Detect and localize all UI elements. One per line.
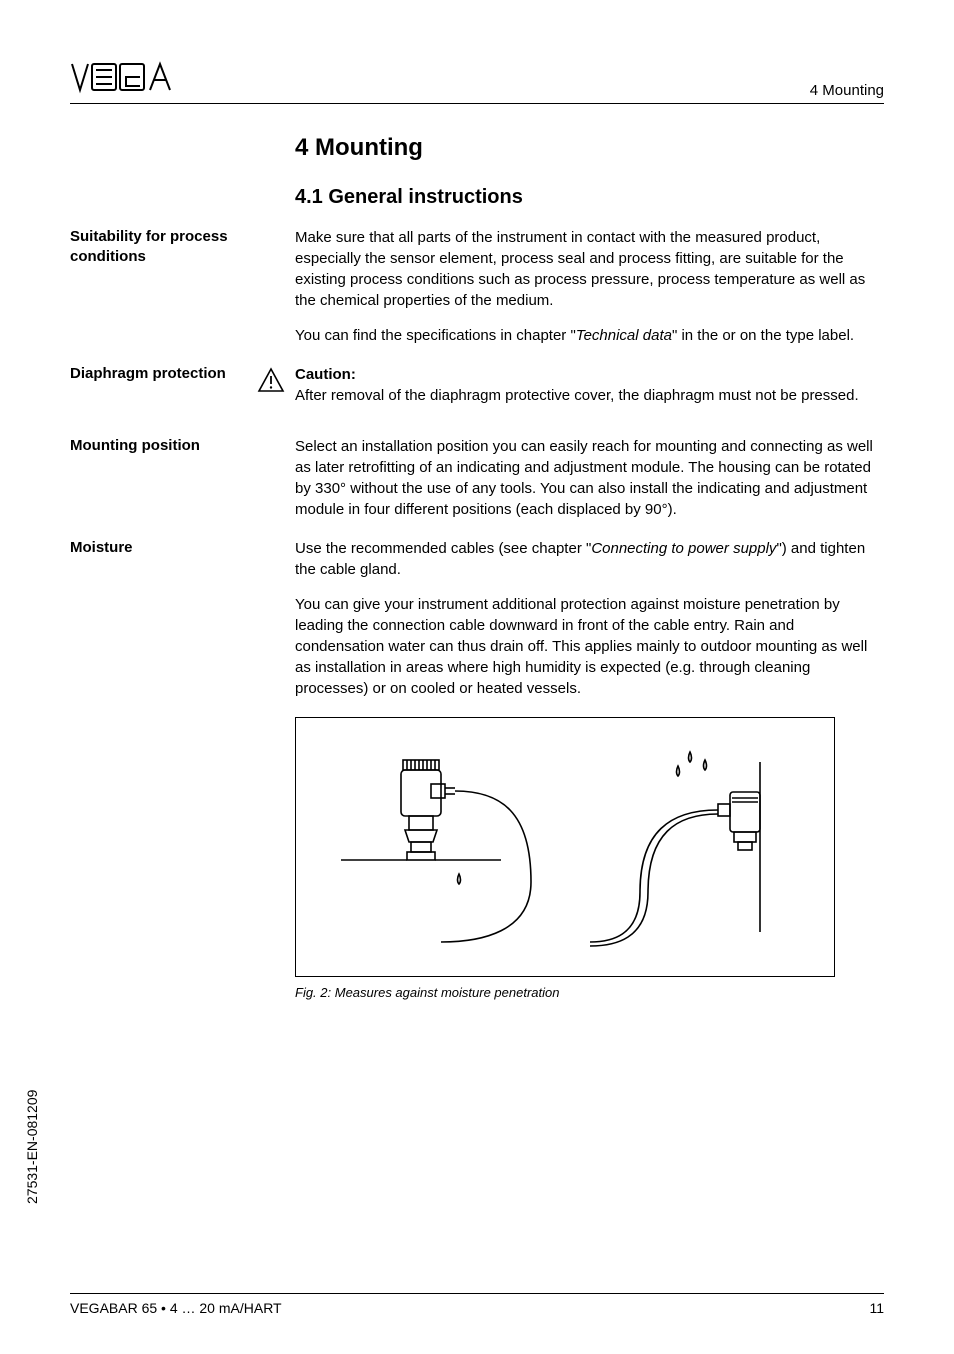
section-suitability: Suitability for process conditions Make … (70, 227, 884, 346)
page-header: 4 Mounting (70, 60, 884, 99)
page-container: 4 Mounting 4 Mounting 4.1 General instru… (0, 0, 954, 1354)
footer-row: VEGABAR 65 • 4 … 20 mA/HART 11 (70, 1300, 884, 1316)
vega-logo (70, 60, 180, 99)
footer-divider (70, 1293, 884, 1294)
caution-triangle-icon (257, 366, 285, 394)
section-label: Suitability for process conditions (70, 227, 295, 346)
paragraph: Select an installation position you can … (295, 436, 884, 520)
figure-2-box (295, 717, 835, 977)
section-body: Make sure that all parts of the instrume… (295, 227, 884, 346)
section-title: 4.1 General instructions (295, 186, 884, 209)
paragraph: Caution:After removal of the diaphragm p… (295, 364, 884, 406)
paragraph: You can find the specifications in chapt… (295, 325, 884, 346)
header-divider (70, 103, 884, 104)
content-area: 4 Mounting 4.1 General instructions Suit… (70, 134, 884, 1000)
section-label: Diaphragm protection (70, 364, 295, 406)
section-moisture: Moisture Use the recommended cables (see… (70, 538, 884, 699)
section-label: Mounting position (70, 436, 295, 520)
section-diaphragm: Diaphragm protection Caution:After remov… (70, 364, 884, 406)
section-body: Select an installation position you can … (295, 436, 884, 520)
figure-right-illustration (580, 742, 800, 952)
section-body: Use the recommended cables (see chapter … (295, 538, 884, 699)
paragraph: Make sure that all parts of the instrume… (295, 227, 884, 311)
figure-caption: Fig. 2: Measures against moisture penetr… (295, 985, 884, 1000)
page-footer: VEGABAR 65 • 4 … 20 mA/HART 11 (70, 1293, 884, 1316)
paragraph: Use the recommended cables (see chapter … (295, 538, 884, 580)
footer-page-number: 11 (869, 1300, 884, 1316)
figure-left-illustration (331, 742, 551, 952)
section-mounting-position: Mounting position Select an installation… (70, 436, 884, 520)
footer-product: VEGABAR 65 • 4 … 20 mA/HART (70, 1300, 282, 1316)
header-chapter-ref: 4 Mounting (810, 82, 884, 99)
section-label: Moisture (70, 538, 295, 699)
chapter-title: 4 Mounting (295, 134, 884, 162)
section-body: Caution:After removal of the diaphragm p… (295, 364, 884, 406)
paragraph: You can give your instrument additional … (295, 594, 884, 699)
document-id-vertical: 27531-EN-081209 (24, 1090, 40, 1204)
